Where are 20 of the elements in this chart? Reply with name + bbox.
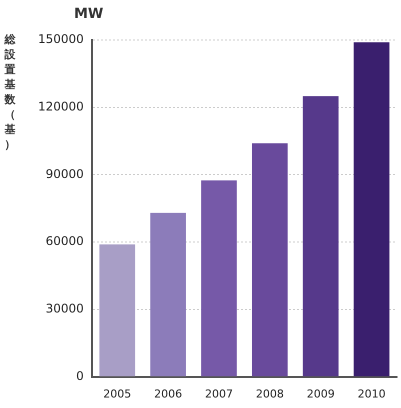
- x-tick-label: 2010: [358, 387, 386, 400]
- bar: [201, 180, 237, 376]
- x-tick-label: 2009: [306, 387, 335, 400]
- text: MW: [74, 6, 104, 22]
- y-tick-label: 90000: [46, 166, 84, 181]
- y-tick-label: 0: [76, 368, 84, 383]
- x-tick-label: 2008: [256, 387, 284, 400]
- bar: [252, 143, 288, 376]
- y-tick-label: 120000: [38, 99, 84, 114]
- y-tick-label: 150000: [38, 32, 84, 46]
- y-tick-label: 30000: [46, 302, 84, 316]
- x-tick-label: 2005: [103, 387, 132, 400]
- y-axis-title: 総設置基数（基）: [4, 32, 16, 152]
- bar: [354, 42, 390, 376]
- x-tick-label: 2007: [204, 387, 233, 400]
- bar: [99, 244, 136, 376]
- bar: [302, 96, 339, 376]
- y-tick-label: 60000: [46, 234, 84, 248]
- bar: [150, 212, 186, 376]
- x-tick-label: 2006: [154, 387, 182, 400]
